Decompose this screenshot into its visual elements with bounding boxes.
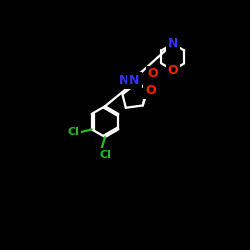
Text: NH: NH: [119, 74, 140, 87]
Text: O: O: [168, 64, 178, 76]
Text: O: O: [145, 84, 156, 97]
Text: Cl: Cl: [99, 150, 111, 160]
Text: N: N: [168, 37, 178, 50]
Text: N: N: [129, 74, 140, 87]
Text: Cl: Cl: [67, 128, 79, 138]
Text: O: O: [148, 68, 158, 80]
